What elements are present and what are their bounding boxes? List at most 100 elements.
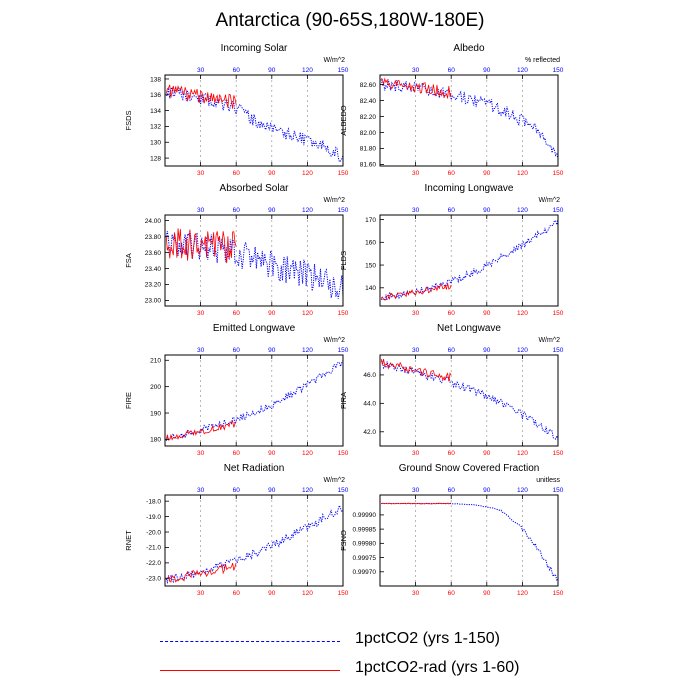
ytick-label-fsno: 0.99990 [353,512,377,519]
xtick-label-top-rnet: 90 [268,487,276,494]
xtick-label-top-rnet: 30 [197,487,205,494]
series-line-fira-1pctco2-yrs-1-150 [381,360,559,440]
panel-fsno: 0.99970 0.99975 0.99980 0.99985 0.99990 30 30 6… [339,487,564,597]
panel-title-rnet: Net Radiation [223,463,285,474]
xtick-label-bottom-fire: 30 [197,450,205,457]
panel-fira: 42.0 44.0 46.0 30 30 60 60 90 90 120 120 150 150 FIRA [339,347,564,457]
xtick-label-bottom-rnet: 150 [338,590,349,597]
series-line-fire-1pctco2-yrs-1-150 [165,360,344,441]
xtick-label-top-fsa: 120 [302,207,313,214]
plot-frame-fsno [379,494,559,587]
series-line-fsds-1pctco2-yrs-1-150 [166,85,344,163]
xtick-label-top-fsno: 90 [483,487,491,494]
xtick-label-top-fsds: 60 [233,67,241,74]
series-line-rnet-1pctco2-yrs-1-150 [165,503,344,585]
xtick-label-top-flds: 150 [553,207,564,214]
panel-title-fire: Emitted Longwave [212,323,296,334]
ytick-label-fira: 42.0 [363,429,376,436]
panel-unit-fire: W/m^2 [323,337,345,344]
ytick-label-fsa: 23.40 [145,266,162,273]
xtick-label-top-fsno: 60 [448,487,456,494]
ylabel-fsds: FSDS [124,110,133,130]
xtick-label-bottom-albedo: 60 [448,170,456,177]
panel-unit-albedo: % reflected [524,57,560,64]
series-line-fsa-1pctco2-rad-yrs-1-60 [165,228,237,264]
ytick-label-rnet: -21.0 [146,545,161,552]
xtick-label-bottom-albedo: 30 [412,170,420,177]
ylabel-fire: FIRE [124,392,133,409]
xtick-label-bottom-rnet: 60 [233,590,241,597]
xtick-label-bottom-fsa: 30 [197,310,205,317]
plot-frame-albedo [379,74,559,167]
xtick-label-top-albedo: 150 [553,67,564,74]
xtick-label-bottom-rnet: 120 [302,590,313,597]
xtick-label-bottom-albedo: 150 [553,170,564,177]
panel-fsa: 23.00 23.20 23.40 23.60 23.80 24.00 30 30 60 60 90… [124,207,349,317]
xtick-label-bottom-fsds: 120 [302,170,313,177]
series-line-fsno-1pctco2-yrs-1-150 [381,502,559,582]
ytick-label-rnet: -23.0 [146,576,161,583]
xtick-label-top-fire: 120 [302,347,313,354]
panel-rnet: -23.0 -22.0 -21.0 -20.0 -19.0 -18.0 30 30 60 60 90… [124,487,349,597]
series-line-fsds-1pctco2-rad-yrs-1-60 [165,84,237,109]
xtick-label-top-fsno: 150 [553,487,564,494]
legend-swatch-1pctco2 [160,641,340,642]
xtick-label-bottom-flds: 120 [517,310,528,317]
ytick-label-fsa: 23.00 [145,298,162,305]
xtick-label-bottom-fira: 60 [448,450,456,457]
ytick-label-fsds: 130 [150,140,161,147]
ylabel-fsno: FSNO [339,530,348,551]
xtick-label-top-albedo: 60 [448,67,456,74]
xtick-label-top-flds: 30 [412,207,420,214]
xtick-label-bottom-fsno: 30 [412,590,420,597]
panel-unit-fsno: unitless [536,477,560,484]
ytick-label-fsno: 0.99980 [353,541,377,548]
ytick-label-rnet: -18.0 [146,498,161,505]
xtick-label-top-flds: 90 [483,207,491,214]
panel-unit-flds: W/m^2 [538,197,560,204]
xtick-label-bottom-fsds: 90 [268,170,276,177]
xtick-label-top-rnet: 60 [233,487,241,494]
xtick-label-bottom-fsds: 150 [338,170,349,177]
xtick-label-top-fira: 30 [412,347,420,354]
ylabel-fsa: FSA [124,253,133,268]
xtick-label-bottom-albedo: 90 [483,170,491,177]
ytick-label-fsno: 0.99975 [353,555,377,562]
xtick-label-bottom-rnet: 90 [268,590,276,597]
ytick-label-fire: 200 [150,384,161,391]
xtick-label-bottom-flds: 60 [448,310,456,317]
xtick-label-top-albedo: 30 [412,67,420,74]
xtick-label-top-fsno: 120 [517,487,528,494]
xtick-label-bottom-rnet: 30 [197,590,205,597]
xtick-label-top-albedo: 120 [517,67,528,74]
panel-unit-rnet: W/m^2 [323,477,345,484]
panel-title-fira: Net Longwave [437,323,501,334]
xtick-label-bottom-fsds: 60 [233,170,241,177]
panel-fire: 180 190 200 210 30 30 60 60 90 90 120 120 150 150 FIRE [124,347,349,457]
xtick-label-top-flds: 60 [448,207,456,214]
xtick-label-bottom-fire: 120 [302,450,313,457]
ylabel-albedo: ALBEDO [339,105,348,136]
ytick-label-rnet: -20.0 [146,529,161,536]
ytick-label-flds: 170 [365,217,376,224]
ylabel-flds: FLDS [339,251,348,270]
ytick-label-fsds: 132 [150,124,161,131]
ytick-label-fsa: 23.20 [145,282,162,289]
panel-albedo: 81.60 81.80 82.00 82.20 82.40 82.60 30 30 60 60 90… [339,67,564,177]
series-line-fira-1pctco2-rad-yrs-1-60 [380,358,452,382]
panel-fsds: 128 130 132 134 136 138 30 30 60 60 90 90 120 120 150 1… [124,67,349,177]
legend-item-1pctco2: 1pctCO2 (yrs 1-150) [160,630,580,654]
ytick-label-fsds: 128 [150,155,161,162]
ytick-label-rnet: -22.0 [146,560,161,567]
plot-frame-fsds [164,74,344,167]
xtick-label-bottom-fire: 60 [233,450,241,457]
xtick-label-top-fire: 150 [338,347,349,354]
ytick-label-albedo: 82.20 [360,114,377,121]
xtick-label-top-flds: 120 [517,207,528,214]
ytick-label-fira: 46.0 [363,372,376,379]
xtick-label-top-fira: 60 [448,347,456,354]
xtick-label-bottom-fire: 150 [338,450,349,457]
legend-item-1pctco2-rad: 1pctCO2-rad (yrs 1-60) [160,659,580,683]
panel-unit-fsa: W/m^2 [323,197,345,204]
panel-title-fsa: Absorbed Solar [219,183,289,194]
